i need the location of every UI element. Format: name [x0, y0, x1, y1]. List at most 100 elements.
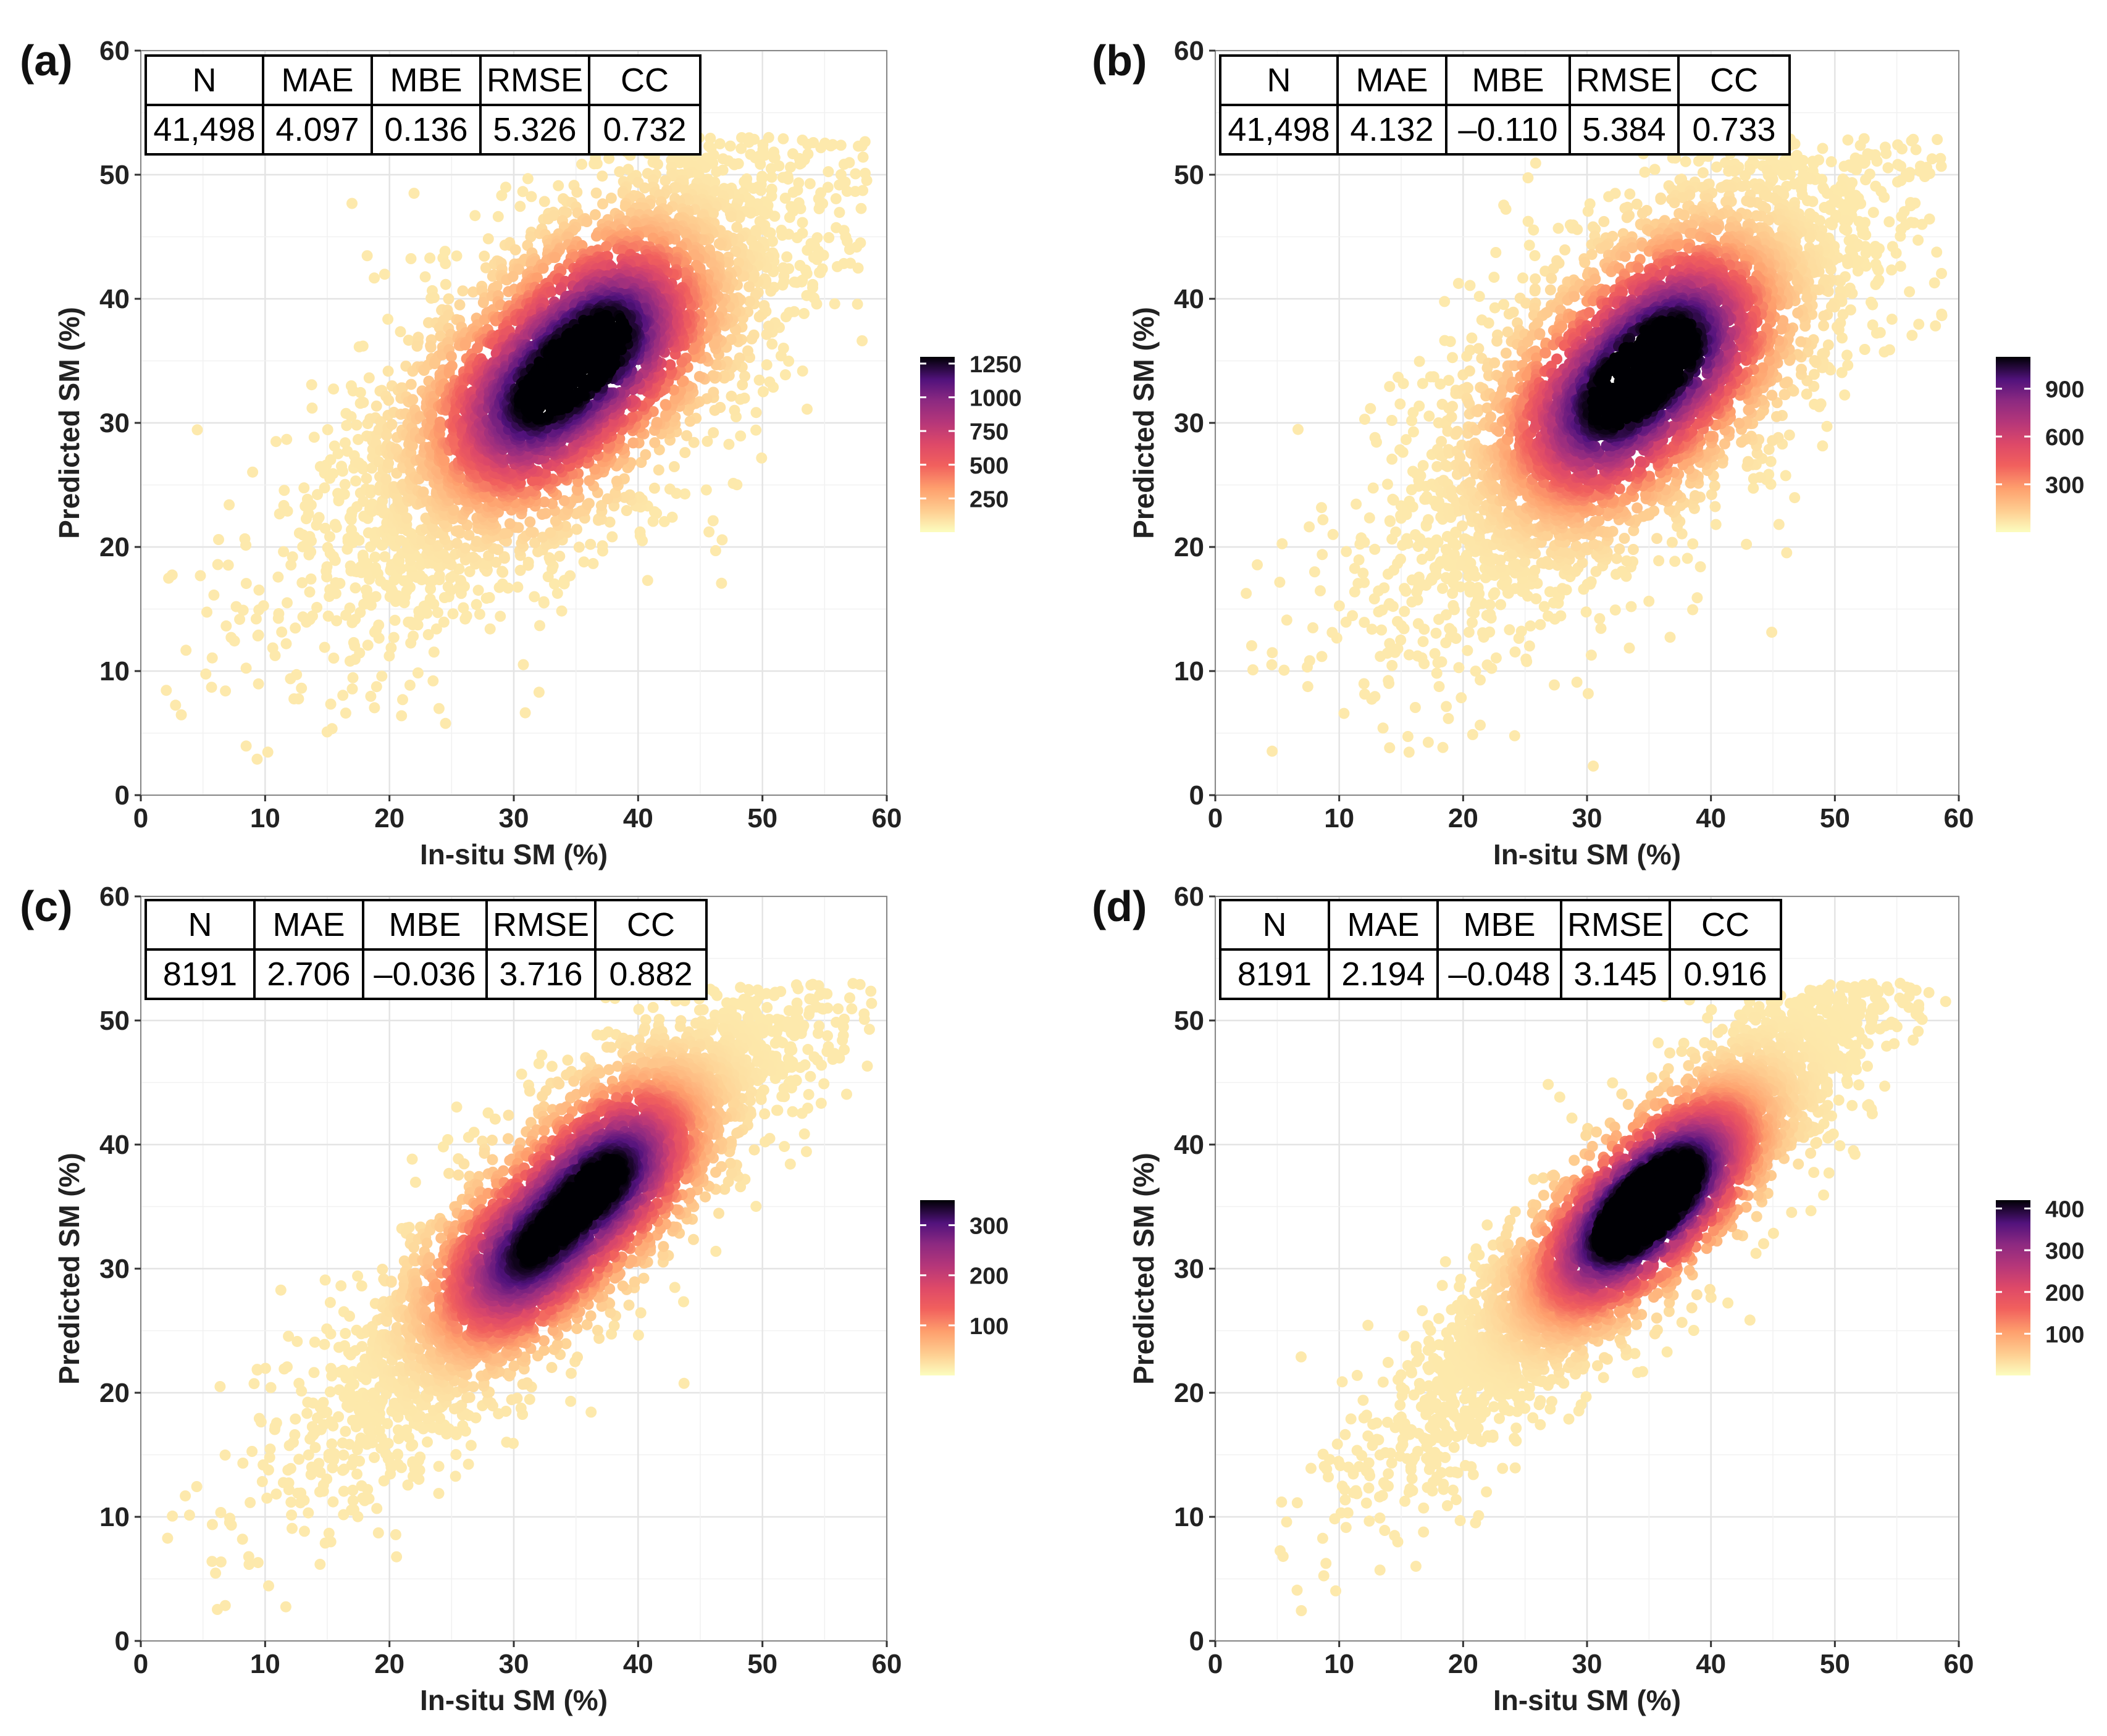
data-point: [1402, 731, 1414, 742]
data-point: [605, 364, 617, 376]
data-point: [526, 191, 537, 202]
data-point: [525, 231, 537, 243]
data-point: [279, 485, 290, 496]
data-point: [1936, 308, 1948, 320]
data-point: [711, 166, 723, 178]
data-point: [727, 293, 739, 304]
data-point: [474, 608, 485, 620]
data-point: [571, 508, 582, 519]
data-point: [1914, 165, 1926, 177]
data-point: [763, 320, 774, 332]
data-point: [1539, 265, 1551, 277]
data-point: [601, 493, 613, 504]
data-point: [787, 148, 798, 160]
data-point: [479, 314, 490, 325]
data-point: [312, 489, 323, 501]
data-point: [1588, 760, 1599, 772]
data-point: [220, 685, 232, 697]
colorbar-label: 250: [970, 486, 1008, 512]
data-point: [606, 531, 618, 543]
data-point: [340, 437, 351, 449]
data-point: [345, 411, 357, 422]
data-point: [535, 413, 547, 425]
data-point: [408, 630, 419, 642]
data-point: [408, 188, 420, 199]
data-point: [434, 570, 445, 582]
data-point: [396, 382, 408, 394]
data-point: [1896, 211, 1908, 222]
data-point: [850, 186, 861, 198]
data-point: [371, 681, 382, 693]
data-point: [524, 516, 536, 528]
data-point: [500, 182, 511, 193]
data-point: [426, 414, 438, 425]
data-point: [344, 602, 356, 614]
data-point: [1429, 648, 1441, 659]
data-point: [1580, 606, 1592, 618]
data-point: [322, 611, 334, 622]
data-point: [1530, 593, 1542, 604]
data-point: [306, 379, 317, 391]
data-point: [535, 361, 547, 373]
data-point: [1386, 453, 1398, 465]
data-point: [648, 482, 660, 494]
data-point: [761, 328, 773, 340]
data-point: [614, 166, 626, 178]
data-point: [326, 723, 338, 735]
data-point: [1509, 730, 1520, 741]
data-point: [546, 348, 558, 359]
data-point: [538, 596, 550, 607]
data-point: [1585, 649, 1597, 661]
data-point: [1781, 547, 1793, 559]
data-point: [1860, 248, 1872, 259]
data-point: [768, 152, 780, 164]
data-point: [448, 504, 459, 515]
data-point: [1417, 378, 1428, 390]
data-point: [428, 646, 440, 658]
data-point: [558, 495, 570, 507]
data-point: [850, 168, 861, 180]
data-point: [491, 280, 503, 292]
data-point: [1523, 640, 1535, 652]
data-point: [1895, 261, 1906, 272]
data-point: [660, 175, 671, 186]
data-point: [1886, 314, 1898, 325]
data-point: [1839, 223, 1850, 235]
data-point: [1931, 246, 1943, 258]
data-point: [1401, 509, 1412, 520]
data-point: [445, 351, 457, 362]
data-point: [447, 608, 459, 620]
data-point: [509, 244, 521, 256]
data-point: [258, 600, 269, 612]
data-point: [522, 173, 534, 185]
data-point: [477, 297, 489, 308]
data-point: [1444, 623, 1456, 635]
data-point: [1366, 624, 1378, 635]
data-point: [1399, 583, 1410, 595]
data-point: [389, 614, 401, 626]
data-point: [1433, 681, 1445, 693]
data-point: [1691, 592, 1703, 604]
data-point: [1723, 165, 1735, 177]
data-point: [835, 140, 847, 151]
data-point: [1435, 378, 1446, 390]
data-point: [1664, 632, 1676, 643]
data-point: [240, 662, 252, 674]
data-point: [1351, 498, 1362, 510]
data-point: [524, 402, 536, 414]
data-point: [653, 464, 664, 476]
data-point: [366, 484, 377, 496]
data-point: [234, 614, 246, 625]
data-point: [411, 340, 423, 352]
data-point: [1436, 656, 1447, 668]
data-point: [305, 546, 317, 557]
data-point: [361, 473, 372, 484]
data-point: [467, 286, 479, 298]
data-point: [545, 527, 556, 538]
data-point: [1866, 296, 1877, 308]
data-point: [1392, 643, 1404, 654]
data-point: [325, 698, 337, 710]
data-point: [853, 140, 864, 152]
data-point: [757, 386, 769, 398]
